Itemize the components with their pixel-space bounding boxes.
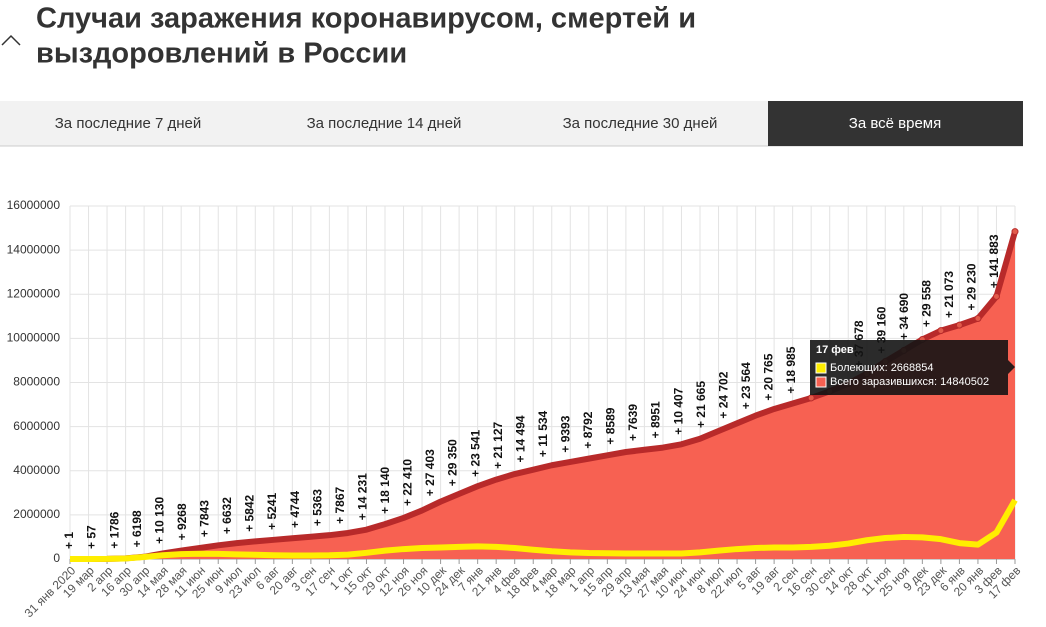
tooltip: 17 фев Болеющих: 2668854 Всего заразившихс… [810,340,1015,395]
area [70,231,1015,559]
tooltip-swatch [815,376,827,388]
y-tick-label: 8000000 [13,375,60,389]
title: Случаи заражения коронавирусом, смертей … [36,3,696,35]
annotation: + 7639 [626,404,640,441]
annotation: + 29 230 [965,263,979,310]
tab[interactable]: За всё время [849,115,941,132]
annotation: + 21 073 [942,271,956,318]
point [1011,228,1019,236]
annotation: + 5241 [265,493,279,530]
y-tick-label: 6000000 [13,419,60,433]
annotation: + 4744 [288,491,302,528]
annotation: + 1786 [107,511,121,548]
annotation: + 29 350 [446,439,460,486]
annotation: + 20 765 [762,353,776,400]
tooltip-title: 17 фев [816,344,854,356]
annotation: + 1 [62,532,76,549]
point [955,321,963,329]
annotation: + 21 665 [694,381,708,428]
annotation: + 8792 [581,411,595,448]
annotation: + 7843 [198,500,212,537]
line [70,498,1018,562]
y-tick-label: 0 [53,551,60,565]
annotation: + 57 [85,525,99,549]
annotation: + 141 883 [987,234,1001,288]
collapse-icon[interactable] [1,34,21,46]
tab[interactable]: За последние 7 дней [55,115,202,132]
annotation: + 11 534 [536,410,550,457]
annotation: + 9268 [175,503,189,540]
annotation: + 22 410 [401,459,415,506]
annotation: + 8951 [649,401,663,438]
chart: 0 2000000 4000000 6000000 8000000 10000000 120… [7,198,1024,620]
annotation: + 29 558 [919,280,933,327]
tooltip-line: Всего заразившихся: 14840502 [830,376,989,388]
annotation: + 18 140 [378,466,392,513]
tab-active[interactable] [768,101,1023,146]
annotation: + 10 407 [671,387,685,434]
annotation: + 6198 [130,510,144,547]
point [974,315,982,323]
annotation: + 18 985 [784,346,798,393]
tooltip-swatch [815,362,827,374]
annotation: + 14 494 [513,415,527,462]
annotation: + 34 690 [897,293,911,340]
annotation: + 5363 [310,489,324,526]
point [807,394,815,402]
y-tick-label: 14000000 [7,242,61,256]
annotation: + 6632 [220,497,234,534]
annotation: + 8589 [604,407,618,444]
y-tick-label: 4000000 [13,463,60,477]
title: выздоровлений в России [36,38,407,70]
tooltip-box [810,340,1015,395]
annotation: + 23 541 [468,429,482,476]
annotation: + 9393 [559,415,573,452]
y-tick-label: 2000000 [13,507,60,521]
tab[interactable]: За последние 30 дней [563,115,718,132]
annotation: + 24 702 [716,371,730,418]
y-tick-label: 16000000 [7,198,61,212]
annotation: + 10 130 [152,497,166,544]
annotation: + 5842 [243,494,257,531]
annotation: + 14 231 [355,473,369,520]
point [937,327,945,335]
y-tick-label: 12000000 [7,286,61,300]
tab[interactable]: За последние 14 дней [307,115,462,132]
annotation: + 21 127 [491,421,505,468]
annotation: + 27 403 [423,449,437,496]
y-tick-label: 10000000 [7,331,61,345]
annotation: + 7867 [333,486,347,523]
point [992,292,1000,300]
annotation: + 23 564 [739,362,753,409]
tooltip-line: Болеющих: 2668854 [830,362,934,374]
